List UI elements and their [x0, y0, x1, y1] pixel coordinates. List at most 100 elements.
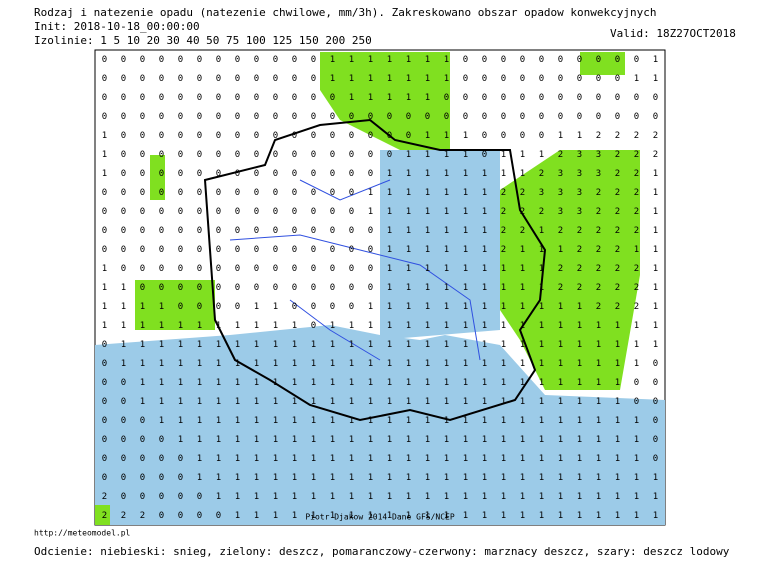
grid-value: 0	[292, 150, 297, 160]
grid-value: 0	[178, 454, 183, 464]
snow-area	[95, 325, 665, 525]
grid-value: 0	[121, 492, 126, 502]
grid-value: 1	[159, 378, 164, 388]
grid-value: 0	[102, 245, 107, 255]
grid-value: 0	[653, 397, 658, 407]
grid-value: 0	[292, 169, 297, 179]
grid-value: 0	[387, 112, 392, 122]
grid-value: 1	[387, 74, 392, 84]
grid-value: 1	[520, 416, 525, 426]
grid-value: 1	[482, 454, 487, 464]
grid-value: 1	[178, 340, 183, 350]
grid-value: 1	[463, 302, 468, 312]
grid-value: 1	[558, 245, 563, 255]
grid-value: 1	[463, 226, 468, 236]
grid-value: 1	[463, 131, 468, 141]
grid-value: 1	[501, 473, 506, 483]
grid-value: 1	[444, 131, 449, 141]
grid-value: 1	[330, 55, 335, 65]
grid-value: 1	[387, 511, 392, 521]
grid-value: 2	[634, 283, 639, 293]
grid-value: 0	[235, 55, 240, 65]
grid-value: 0	[235, 188, 240, 198]
grid-value: 1	[425, 169, 430, 179]
grid-value: 1	[425, 207, 430, 217]
grid-value: 0	[368, 131, 373, 141]
grid-value: 3	[577, 207, 582, 217]
grid-value: 1	[653, 74, 658, 84]
grid-value: 0	[121, 188, 126, 198]
grid-value: 1	[653, 207, 658, 217]
grid-value: 1	[349, 340, 354, 350]
grid-value: 2	[102, 511, 107, 521]
grid-value: 1	[634, 340, 639, 350]
grid-value: 0	[634, 112, 639, 122]
grid-value: 1	[425, 359, 430, 369]
grid-value: 1	[482, 169, 487, 179]
grid-value: 2	[501, 226, 506, 236]
grid-value: 1	[558, 397, 563, 407]
grid-value: 0	[178, 188, 183, 198]
grid-value: 1	[596, 340, 601, 350]
grid-value: 1	[368, 511, 373, 521]
grid-value: 1	[368, 321, 373, 331]
grid-value: 3	[577, 150, 582, 160]
grid-value: 1	[406, 55, 411, 65]
grid-value: 1	[197, 397, 202, 407]
grid-value: 0	[311, 302, 316, 312]
grid-value: 0	[311, 150, 316, 160]
grid-value: 1	[634, 416, 639, 426]
grid-value: 1	[349, 454, 354, 464]
grid-value: 0	[634, 93, 639, 103]
grid-value: 0	[330, 245, 335, 255]
grid-value: 1	[349, 74, 354, 84]
grid-value: 1	[216, 435, 221, 445]
grid-value: 1	[349, 473, 354, 483]
grid-value: 0	[197, 93, 202, 103]
grid-value: 1	[444, 283, 449, 293]
grid-value: 0	[501, 93, 506, 103]
border	[203, 118, 547, 422]
grid-value: 0	[159, 131, 164, 141]
grid-value: 1	[520, 321, 525, 331]
grid-value: 0	[596, 112, 601, 122]
grid-value: 1	[311, 340, 316, 350]
grid-value: 0	[140, 207, 145, 217]
grid-value: 0	[539, 93, 544, 103]
grid-value: 0	[159, 112, 164, 122]
grid-value: 0	[121, 169, 126, 179]
grid-value: 2	[577, 283, 582, 293]
grid-value: 1	[273, 378, 278, 388]
grid-value: 2	[634, 264, 639, 274]
grid-value: 1	[121, 340, 126, 350]
grid-value: 3	[577, 188, 582, 198]
grid-value: 1	[653, 245, 658, 255]
grid-value: 0	[216, 188, 221, 198]
grid-value: 1	[501, 416, 506, 426]
grid-value: 1	[558, 492, 563, 502]
grid-value: 1	[349, 378, 354, 388]
grid-value: 1	[463, 340, 468, 350]
grid-value: 1	[292, 473, 297, 483]
grid-value: 0	[216, 93, 221, 103]
grid-value: 2	[634, 207, 639, 217]
grid-value: 1	[387, 245, 392, 255]
grid-value: 1	[406, 511, 411, 521]
grid-value: 0	[273, 131, 278, 141]
grid-value: 1	[406, 245, 411, 255]
grid-value: 0	[558, 112, 563, 122]
grid-value: 1	[292, 492, 297, 502]
grid-value: 1	[482, 511, 487, 521]
grid-value: 1	[615, 473, 620, 483]
grid-value: 1	[463, 435, 468, 445]
grid-value: 1	[102, 131, 107, 141]
grid-value: 0	[235, 207, 240, 217]
grid-value: 0	[292, 226, 297, 236]
grid-value: 1	[539, 454, 544, 464]
grid-value: 0	[311, 131, 316, 141]
grid-value: 1	[501, 264, 506, 274]
grid-value: 0	[178, 492, 183, 502]
grid-value: 1	[425, 454, 430, 464]
grid-value: 0	[349, 188, 354, 198]
grid-value: 2	[615, 226, 620, 236]
